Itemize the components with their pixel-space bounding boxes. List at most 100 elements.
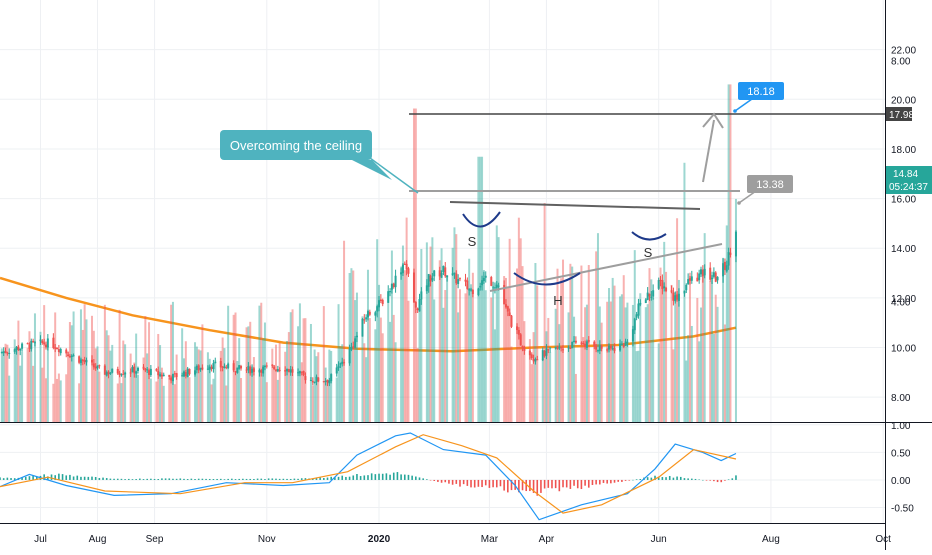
candle-body xyxy=(504,304,507,308)
breakout-label-text: 13.38 xyxy=(756,179,784,191)
macd-histogram-bar xyxy=(168,478,171,480)
macd-histogram-bar xyxy=(551,479,553,489)
candle-body xyxy=(387,291,390,303)
volume-bar xyxy=(611,277,614,422)
volume-bar xyxy=(146,353,149,422)
macd-histogram-bar xyxy=(617,479,620,482)
candle-body xyxy=(8,352,11,355)
volume-bar xyxy=(683,162,686,422)
macd-histogram-bar xyxy=(521,479,524,491)
volume-bar xyxy=(274,344,277,422)
price-tick-label: 14.00 xyxy=(891,244,916,255)
volume-bar xyxy=(4,343,7,422)
volume-bar xyxy=(98,371,101,422)
macd-histogram-bar xyxy=(352,475,355,480)
candle-body xyxy=(188,368,191,375)
volume-bar xyxy=(687,335,690,422)
candle-body xyxy=(59,348,62,354)
candle-body xyxy=(516,326,519,331)
macd-histogram-bar xyxy=(481,479,483,488)
candle-body xyxy=(549,347,552,349)
candle-body xyxy=(54,347,57,349)
macd-histogram-bar xyxy=(223,479,226,480)
volume-bar xyxy=(251,366,254,422)
macd-histogram-bar xyxy=(54,475,56,480)
volume-bar xyxy=(197,349,200,422)
volume-bar xyxy=(394,342,397,422)
volume-bar xyxy=(32,365,35,422)
volume-bar xyxy=(477,156,480,422)
projection-arrow-shaft[interactable] xyxy=(702,119,715,183)
macd-histogram-bar xyxy=(32,475,34,480)
candle-body xyxy=(258,369,261,373)
candle-body xyxy=(17,346,20,351)
volume-bar xyxy=(289,312,292,422)
time-tick-label: 2020 xyxy=(368,534,391,545)
target-label-box[interactable] xyxy=(738,82,784,100)
candle-body xyxy=(582,343,585,345)
candle-body xyxy=(324,380,327,382)
head-arc[interactable] xyxy=(513,272,581,286)
volume-bar xyxy=(232,314,235,422)
candle-body xyxy=(175,373,178,378)
volume-bar xyxy=(657,343,660,422)
candle-body xyxy=(663,286,666,289)
candle-body xyxy=(271,364,274,366)
volume-bar xyxy=(650,279,653,422)
macd-histogram-bar xyxy=(135,479,137,480)
volume-bar xyxy=(727,84,730,423)
candle-body xyxy=(116,368,119,374)
left-shoulder-arc[interactable] xyxy=(462,211,501,228)
macd-histogram-bar xyxy=(10,478,12,480)
candle-body xyxy=(685,284,688,291)
support-trendline[interactable] xyxy=(489,243,723,292)
macd-histogram-bar xyxy=(657,476,660,480)
candle-body xyxy=(453,272,456,274)
candle-body xyxy=(245,369,248,371)
candle-body xyxy=(30,340,33,350)
candle-body xyxy=(173,373,176,375)
volume-bar xyxy=(701,276,704,422)
volume-bar xyxy=(194,342,197,422)
volume-bar xyxy=(159,345,162,422)
macd-histogram-bar xyxy=(554,479,557,489)
macd-histogram-bar xyxy=(381,473,384,480)
candle-body xyxy=(363,319,366,321)
macd-histogram-bar xyxy=(713,479,715,482)
candle-body xyxy=(425,285,428,292)
volume-bar xyxy=(508,238,511,422)
candle-body xyxy=(620,343,623,345)
candle-body xyxy=(587,340,590,342)
volume-bar xyxy=(464,293,467,422)
macd-histogram-bar xyxy=(264,479,266,480)
neckline[interactable] xyxy=(449,201,701,210)
volume-bar xyxy=(495,225,498,422)
candle-body xyxy=(711,277,714,280)
candle-body xyxy=(225,367,228,369)
macd-histogram-bar xyxy=(61,474,64,480)
candle-body xyxy=(701,269,704,277)
time-tick-label: Sep xyxy=(146,534,164,545)
volume-bar xyxy=(674,292,677,422)
macd-histogram-bar xyxy=(278,478,281,480)
candle-body xyxy=(28,344,31,349)
volume-bar xyxy=(729,84,732,423)
callout-box[interactable] xyxy=(220,130,372,160)
volume-bar xyxy=(725,225,728,422)
volume-bar xyxy=(690,325,693,422)
volume-bar xyxy=(455,234,458,422)
volume-bar xyxy=(425,242,428,422)
volume-bar xyxy=(567,312,570,422)
macd-histogram-bar xyxy=(330,476,332,480)
volume-bar xyxy=(466,284,469,422)
moving-average-layer xyxy=(0,276,737,353)
candle-body xyxy=(105,372,108,376)
breakout-label-box[interactable] xyxy=(747,175,793,193)
candle-body xyxy=(98,365,101,367)
candle-body xyxy=(444,267,447,277)
volume-bar xyxy=(252,357,255,422)
right-shoulder-arc[interactable] xyxy=(631,231,667,241)
candle-body xyxy=(111,368,114,373)
volume-bar xyxy=(68,321,71,422)
